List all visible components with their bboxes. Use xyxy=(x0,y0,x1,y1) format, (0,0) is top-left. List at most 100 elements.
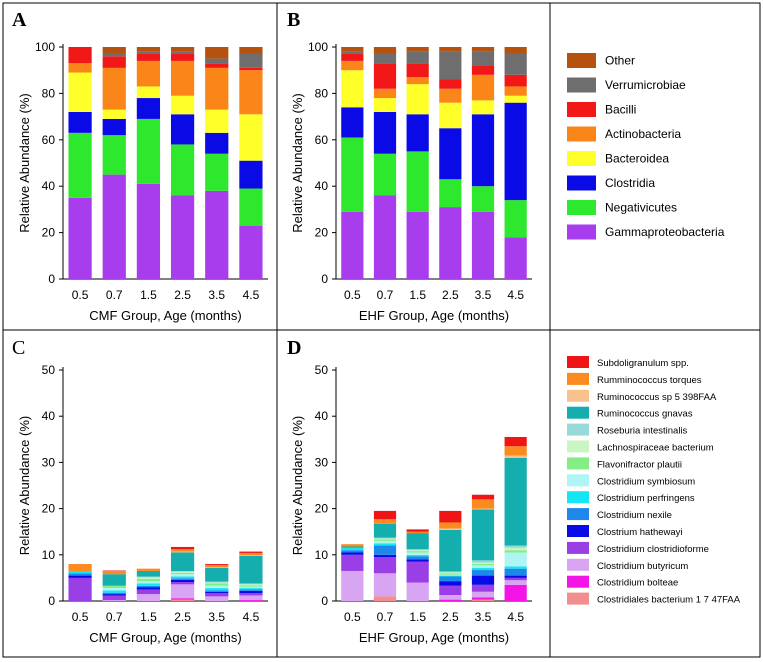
bar-segment-other xyxy=(341,47,364,52)
bar-segment-clostridia xyxy=(136,98,161,119)
bar-segment-bacilli xyxy=(102,56,126,68)
bar-segment-clostridium-clostridioforme xyxy=(68,577,92,601)
bar-segment-gammaproteobacteria xyxy=(68,197,92,279)
bar-segment-clostridium-nexile xyxy=(68,573,92,576)
bar-segment-clostridium-symbiosum xyxy=(471,565,495,568)
bar-segment-roseburia-intestinalis xyxy=(373,537,397,539)
bar-segment-flavonifractor-plautii xyxy=(439,573,462,575)
y-axis-label: Relative Abundance (%) xyxy=(17,416,32,555)
bar-segment-gammaproteobacteria xyxy=(471,211,495,279)
bar-segment-clostridium-nexile xyxy=(239,589,263,591)
bar-segment-clostridium-perfringens xyxy=(471,567,495,571)
bar-segment-clostridium-clostridioforme xyxy=(341,554,364,571)
bar-segment-clostridia xyxy=(239,160,263,189)
bar-segment-actinobacteria xyxy=(136,60,161,87)
bar-segment-other xyxy=(373,47,397,54)
bar-segment-clostrium-hathewayi xyxy=(136,587,161,590)
bar-segment-flavonifractor-plautii xyxy=(170,572,195,575)
x-tick-label: 2.5 xyxy=(442,288,459,302)
bar-segment-verrumicrobiae xyxy=(136,51,161,54)
bar-segment-clostridium-symbiosum xyxy=(504,552,527,567)
bar-segment-flavonifractor-plautii xyxy=(373,539,397,541)
bar-segment-gammaproteobacteria xyxy=(136,183,161,279)
bar-segment-lachnospiraceae-bacterium xyxy=(170,571,195,573)
bar-segment-bacilli xyxy=(239,67,263,71)
bar-segment-subdoligranulum-spp xyxy=(205,564,229,565)
bar-segment-clostridium-perfringens xyxy=(439,575,462,577)
bar-segment-clostrium-hathewayi xyxy=(239,590,263,594)
bar-segment-clostridium-symbiosum xyxy=(439,574,462,576)
bar-segment-clostrium-hathewayi xyxy=(341,552,364,555)
y-tick-label: 30 xyxy=(315,455,329,469)
bar-segment-subdoligranulum-spp xyxy=(170,546,195,550)
bar-segment-bacilli xyxy=(471,65,495,75)
x-tick-label: 0.7 xyxy=(377,610,394,624)
bar-segment-clostrium-hathewayi xyxy=(373,554,397,558)
bar-segment-actinobacteria xyxy=(406,77,429,85)
legend-label: Clostridiales bacterium 1 7 47FAA xyxy=(597,595,741,606)
bar-segment-clostridium-butyricum xyxy=(471,591,495,598)
bar-segment-clostridia xyxy=(68,111,92,133)
legend-label: Verrumicrobiae xyxy=(605,78,686,92)
y-tick-label: 10 xyxy=(42,548,56,562)
bar-segment-clostridium-perfringens xyxy=(341,547,364,551)
bar-segment-lachnospiraceae-bacterium xyxy=(239,584,263,586)
bar-segment-ruminococcus-gnavas xyxy=(170,552,195,571)
bar-segment-clostridium-perfringens xyxy=(504,566,527,569)
x-tick-label: 0.7 xyxy=(106,288,123,302)
bar-segment-clostridiales-bacterium-1-7-47faa xyxy=(373,596,397,601)
legend-swatch-clostridium-butyricum xyxy=(567,558,589,571)
bar-segment-clostridium-clostridioforme xyxy=(170,582,195,585)
bar-segment-clostridium-symbiosum xyxy=(102,588,126,591)
legend-label: Clostridium butyricum xyxy=(597,561,688,572)
bar-segment-rumminococcus-torques xyxy=(471,499,495,509)
bar-segment-ruminococcus-sp-5-398faa xyxy=(170,551,195,553)
bar-segment-rumminococcus-torques xyxy=(504,446,527,456)
bar-segment-gammaproteobacteria xyxy=(439,207,462,279)
x-tick-label: 1.5 xyxy=(140,288,157,302)
bar-segment-lachnospiraceae-bacterium xyxy=(136,577,161,579)
bar-segment-clostridium-nexile xyxy=(205,590,229,592)
bar-segment-subdoligranulum-spp xyxy=(504,436,527,447)
bar-segment-negativicutes xyxy=(68,132,92,198)
bar-segment-bacilli xyxy=(406,63,429,78)
legend-swatch-verrumicrobiae xyxy=(567,77,596,93)
chart-panel-b: 0 20 40 60 80 100 0.5 0.7 1.5 2.5 3.5 4.5 EHF Group,… xyxy=(290,40,532,323)
bar-segment-other xyxy=(239,47,263,54)
bar-segment-bacteroidea xyxy=(205,109,229,133)
bar-segment-clostridium-butyricum xyxy=(373,573,397,597)
bar-segment-other xyxy=(471,47,495,52)
bar-segment-clostridium-butyricum xyxy=(136,594,161,601)
bar-segment-clostridium-clostridioforme xyxy=(471,584,495,592)
bar-segment-bacteroidea xyxy=(406,84,429,115)
y-tick-label: 100 xyxy=(35,40,55,54)
bar-segment-clostrium-hathewayi xyxy=(102,594,126,596)
x-tick-label: 2.5 xyxy=(174,288,191,302)
x-tick-label: 0.5 xyxy=(72,288,89,302)
bar-segment-bacteroidea xyxy=(136,86,161,99)
x-tick-label: 0.5 xyxy=(344,288,361,302)
legend-label: Other xyxy=(605,54,635,68)
bar-segment-negativicutes xyxy=(341,137,364,212)
bar-segment-lachnospiraceae-bacterium xyxy=(205,582,229,584)
bar-segment-roseburia-intestinalis xyxy=(504,545,527,548)
x-tick-label: 1.5 xyxy=(140,610,157,624)
legend-label: Clostridium nexile xyxy=(597,510,672,521)
legend-label: Clostridia xyxy=(605,176,655,190)
bar-segment-flavonifractor-plautii xyxy=(136,578,161,582)
bar-segment-other xyxy=(439,47,462,52)
legend-swatch-clostridium-bolteae xyxy=(567,575,589,588)
bar-segment-gammaproteobacteria xyxy=(102,174,126,279)
bar-segment-other xyxy=(136,47,161,52)
bar-segment-clostridium-butyricum xyxy=(102,600,126,601)
y-tick-label: 20 xyxy=(42,226,56,240)
panel-label-a: A xyxy=(12,9,27,31)
legend-swatch-actinobacteria xyxy=(567,126,596,142)
bar-segment-clostridium-nexile xyxy=(504,568,527,576)
bar-segment-rumminococcus-torques xyxy=(373,519,397,524)
bar-segment-gammaproteobacteria xyxy=(373,195,397,279)
bar-segment-negativicutes xyxy=(170,144,195,196)
bar-segment-lachnospiraceae-bacterium xyxy=(504,547,527,551)
bar-segment-clostridia xyxy=(406,114,429,152)
